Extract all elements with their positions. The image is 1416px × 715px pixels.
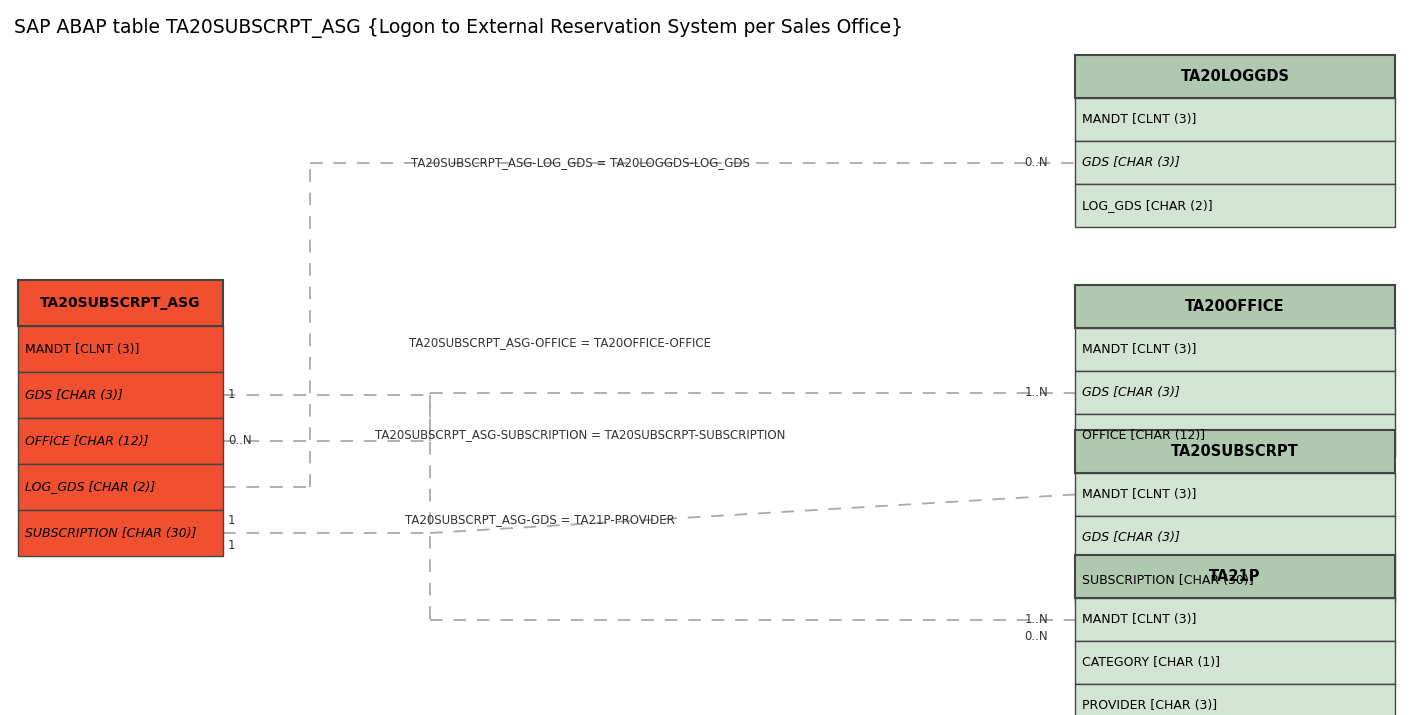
Text: 0..N: 0..N [1024, 629, 1048, 643]
Text: TA20LOGGDS: TA20LOGGDS [1181, 69, 1290, 84]
Bar [1075, 184, 1395, 227]
Text: MANDT [CLNT (3)]: MANDT [CLNT (3)] [1082, 488, 1197, 501]
Text: 0..N: 0..N [228, 435, 252, 448]
Bar [18, 372, 222, 418]
Text: 1: 1 [228, 514, 235, 527]
Bar [1075, 98, 1395, 141]
Text: TA20SUBSCRPT_ASG: TA20SUBSCRPT_ASG [40, 296, 201, 310]
Bar [1075, 598, 1395, 641]
Text: MANDT [CLNT (3)]: MANDT [CLNT (3)] [1082, 613, 1197, 626]
Bar [1075, 516, 1395, 559]
Text: TA20OFFICE: TA20OFFICE [1185, 299, 1284, 314]
Bar [18, 326, 222, 372]
Text: SAP ABAP table TA20SUBSCRPT_ASG {Logon to External Reservation System per Sales : SAP ABAP table TA20SUBSCRPT_ASG {Logon t… [14, 18, 903, 38]
Text: MANDT [CLNT (3)]: MANDT [CLNT (3)] [1082, 113, 1197, 126]
Bar [1075, 641, 1395, 684]
Text: GDS [CHAR (3)]: GDS [CHAR (3)] [25, 388, 123, 402]
Text: TA20SUBSCRPT_ASG-SUBSCRIPTION = TA20SUBSCRPT-SUBSCRIPTION: TA20SUBSCRPT_ASG-SUBSCRIPTION = TA20SUBS… [375, 428, 786, 441]
Text: 1: 1 [228, 539, 235, 552]
Text: LOG_GDS [CHAR (2)]: LOG_GDS [CHAR (2)] [1082, 199, 1212, 212]
Text: TA20SUBSCRPT_ASG-LOG_GDS = TA20LOGGDS-LOG_GDS: TA20SUBSCRPT_ASG-LOG_GDS = TA20LOGGDS-LO… [411, 157, 749, 169]
Bar [1075, 559, 1395, 602]
Text: CATEGORY [CHAR (1)]: CATEGORY [CHAR (1)] [1082, 656, 1221, 669]
Bar [1075, 555, 1395, 598]
Text: 1: 1 [228, 388, 235, 402]
Text: MANDT [CLNT (3)]: MANDT [CLNT (3)] [1082, 343, 1197, 356]
Text: SUBSCRIPTION [CHAR (30)]: SUBSCRIPTION [CHAR (30)] [1082, 574, 1253, 587]
Text: TA21P: TA21P [1209, 569, 1260, 584]
Text: GDS [CHAR (3)]: GDS [CHAR (3)] [1082, 531, 1180, 544]
Text: PROVIDER [CHAR (3)]: PROVIDER [CHAR (3)] [1082, 699, 1218, 712]
Text: 1..N: 1..N [1024, 386, 1048, 399]
Bar [1075, 473, 1395, 516]
Bar [1075, 141, 1395, 184]
Text: OFFICE [CHAR (12)]: OFFICE [CHAR (12)] [25, 435, 149, 448]
Bar [18, 418, 222, 464]
Text: GDS [CHAR (3)]: GDS [CHAR (3)] [1082, 156, 1180, 169]
Bar [1075, 55, 1395, 98]
Bar [18, 510, 222, 556]
Text: LOG_GDS [CHAR (2)]: LOG_GDS [CHAR (2)] [25, 480, 156, 493]
Bar [1075, 430, 1395, 473]
Text: 1..N: 1..N [1024, 613, 1048, 626]
Bar [1075, 285, 1395, 328]
Bar [1075, 371, 1395, 414]
Bar [1075, 684, 1395, 715]
Bar [1075, 414, 1395, 457]
Bar [1075, 328, 1395, 371]
Text: TA20SUBSCRPT_ASG-GDS = TA21P-PROVIDER: TA20SUBSCRPT_ASG-GDS = TA21P-PROVIDER [405, 513, 675, 526]
Text: TA20SUBSCRPT: TA20SUBSCRPT [1171, 444, 1298, 459]
Text: OFFICE [CHAR (12)]: OFFICE [CHAR (12)] [1082, 429, 1205, 442]
Text: GDS [CHAR (3)]: GDS [CHAR (3)] [1082, 386, 1180, 399]
Text: MANDT [CLNT (3)]: MANDT [CLNT (3)] [25, 342, 139, 355]
Text: 0..N: 0..N [1024, 156, 1048, 169]
Bar [18, 464, 222, 510]
Text: SUBSCRIPTION [CHAR (30)]: SUBSCRIPTION [CHAR (30)] [25, 526, 197, 540]
Bar [18, 280, 222, 326]
Text: TA20SUBSCRPT_ASG-OFFICE = TA20OFFICE-OFFICE: TA20SUBSCRPT_ASG-OFFICE = TA20OFFICE-OFF… [409, 337, 711, 350]
